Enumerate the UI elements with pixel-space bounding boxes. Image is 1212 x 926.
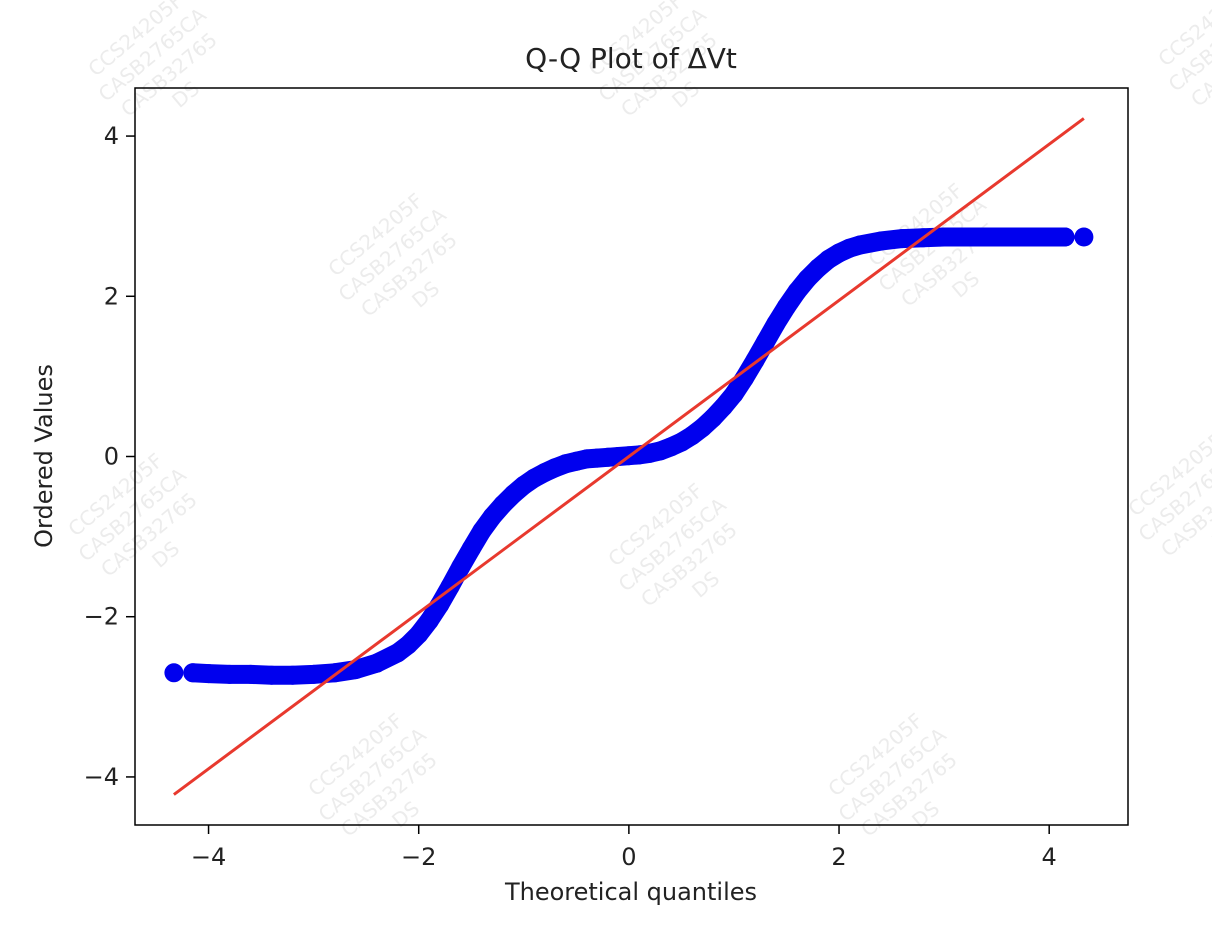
qq-point — [241, 664, 261, 684]
x-tick-label: −4 — [191, 843, 226, 871]
x-tick-label: −2 — [401, 843, 436, 871]
x-tick-label: 4 — [1042, 843, 1057, 871]
y-axis-ticks: −4 −2 0 2 4 — [84, 122, 135, 791]
qq-point — [451, 557, 471, 577]
plot-layer — [164, 117, 1094, 796]
x-tick-label: 2 — [831, 843, 846, 871]
qq-point — [756, 332, 775, 352]
qq-point — [976, 227, 996, 247]
qq-point — [955, 227, 975, 247]
qq-point — [1074, 227, 1094, 247]
qq-point — [892, 229, 912, 249]
reference-fit-line — [172, 117, 1085, 796]
x-tick-label: 0 — [621, 843, 636, 871]
qq-point — [283, 665, 303, 685]
qq-point — [777, 297, 796, 317]
qq-point — [787, 282, 807, 301]
qq-point — [220, 664, 240, 684]
y-tick-label: 2 — [104, 282, 119, 310]
qq-point — [199, 664, 219, 684]
y-tick-label: −2 — [84, 603, 119, 631]
qq-point — [1018, 227, 1038, 247]
qq-point — [262, 665, 282, 685]
y-axis-label: Ordered Values — [30, 364, 58, 548]
qq-point — [472, 521, 492, 541]
y-tick-label: 4 — [104, 122, 119, 150]
y-tick-label: −4 — [84, 763, 119, 791]
qq-point — [724, 384, 744, 404]
qq-point — [183, 663, 203, 683]
qq-point — [304, 664, 324, 684]
qq-point — [850, 235, 870, 255]
watermark-text: DS — [1207, 516, 1212, 552]
qq-point — [766, 314, 786, 333]
qq-point — [713, 397, 733, 417]
qq-point — [1039, 227, 1059, 247]
qq-point — [409, 624, 429, 644]
x-axis-label: Theoretical quantiles — [504, 878, 757, 906]
qq-point — [997, 227, 1017, 247]
qq-point — [1055, 227, 1075, 247]
qq-point — [871, 231, 891, 251]
qq-point — [934, 227, 954, 247]
y-tick-label: 0 — [104, 443, 119, 471]
chart-title: Q-Q Plot of ΔVt — [525, 42, 737, 75]
qq-point — [419, 611, 439, 631]
qq-point — [461, 539, 481, 559]
qq-point — [367, 653, 387, 673]
x-axis-ticks: −4 −2 0 2 4 — [191, 825, 1057, 871]
qq-point — [164, 663, 184, 683]
